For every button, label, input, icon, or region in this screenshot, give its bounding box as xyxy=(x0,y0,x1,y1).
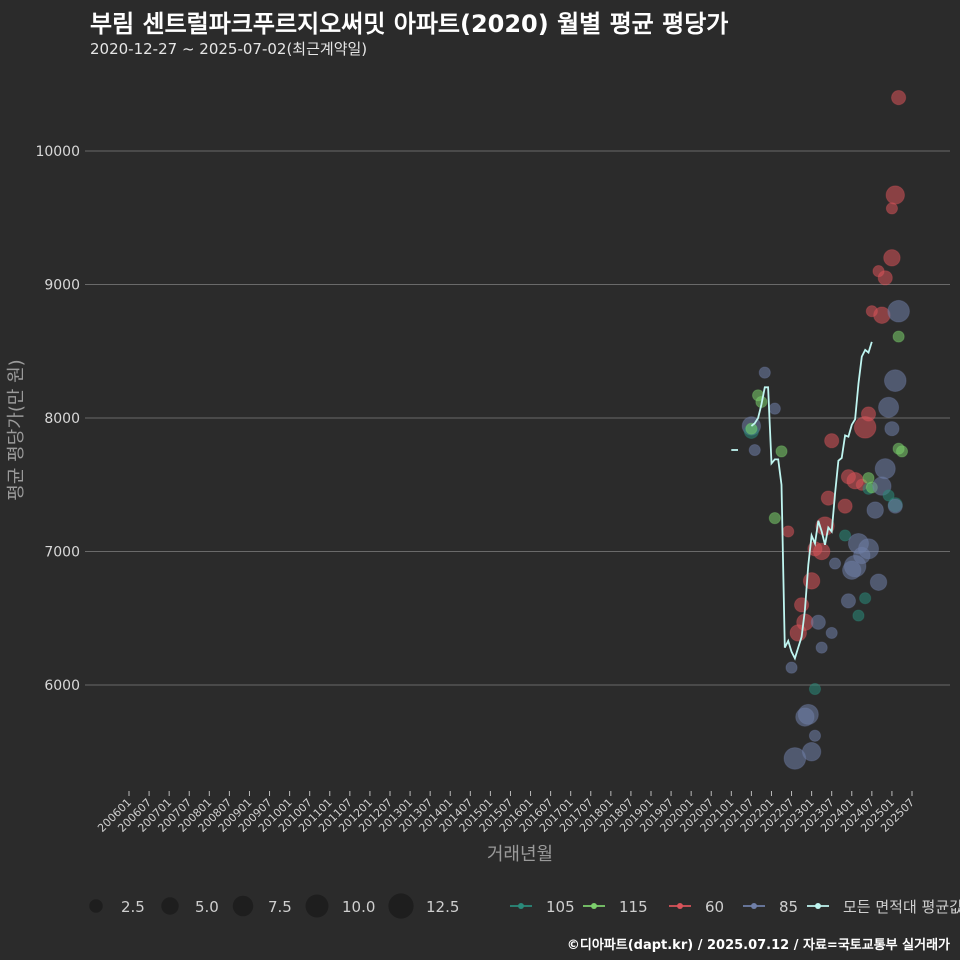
legend-series-label: 105 xyxy=(546,898,575,916)
data-point-85 xyxy=(748,443,761,457)
legend-key-dot xyxy=(677,903,683,909)
data-point-105 xyxy=(808,682,822,696)
data-point-85 xyxy=(869,573,888,591)
data-point-85 xyxy=(785,661,798,674)
legend-size-label: 12.5 xyxy=(426,898,459,916)
legend-key-dot xyxy=(751,903,757,909)
legend-series-label: 85 xyxy=(779,898,798,916)
average-line xyxy=(750,341,873,661)
data-point-85 xyxy=(810,614,826,630)
legend-size-label: 10.0 xyxy=(342,898,375,916)
data-point-85 xyxy=(808,729,822,742)
legend-size-circle xyxy=(161,897,179,915)
data-point-60 xyxy=(824,433,840,449)
data-point-115 xyxy=(892,330,905,343)
y-tick-label: 6000 xyxy=(44,678,80,694)
data-point-85 xyxy=(815,641,828,654)
data-point-85 xyxy=(874,458,896,480)
data-point-115 xyxy=(775,445,788,458)
data-point-60 xyxy=(885,185,905,205)
data-point-85 xyxy=(825,626,838,640)
gridlines xyxy=(85,150,950,686)
data-point-115 xyxy=(895,445,909,458)
legend-series-label: 60 xyxy=(705,898,724,916)
data-point-85 xyxy=(828,557,842,570)
data-point-85 xyxy=(866,501,884,519)
data-point-60 xyxy=(883,249,901,267)
legend-size-label: 7.5 xyxy=(268,898,292,916)
data-point-105 xyxy=(838,529,852,542)
data-point-85 xyxy=(797,703,819,725)
legend-size-label: 5.0 xyxy=(195,898,219,916)
data-point-60 xyxy=(812,542,831,561)
data-point-60 xyxy=(815,516,835,536)
data-point-60 xyxy=(782,525,795,538)
data-point-60 xyxy=(860,406,877,422)
legend-size-circle xyxy=(388,893,414,919)
data-point-85 xyxy=(878,396,900,418)
y-tick-label: 9000 xyxy=(44,278,80,294)
x-axis-ticks: 2006012006072007012007072008012008072009… xyxy=(95,791,917,835)
data-point-105 xyxy=(859,592,872,605)
legend-key-dot xyxy=(591,903,597,909)
data-point-60 xyxy=(877,270,893,286)
data-point-85 xyxy=(801,742,822,762)
data-point-85 xyxy=(768,402,781,415)
legend-size-circle xyxy=(89,899,103,913)
data-point-85 xyxy=(884,421,900,437)
source-caption: ©디아파트(dapt.kr) / 2025.07.12 / 자료=국토교통부 실… xyxy=(566,938,950,953)
legend-size-circle xyxy=(305,894,329,918)
legend-series-label: 모든 면적대 평균값 xyxy=(843,898,960,916)
data-point-85 xyxy=(883,369,907,392)
legend-key-dot xyxy=(815,903,821,909)
chart-subtitle: 2020-12-27 ~ 2025-07-02(최근계약일) xyxy=(90,40,368,58)
legend-size-label: 2.5 xyxy=(121,898,145,916)
data-point-105 xyxy=(852,609,865,622)
x-axis-label: 거래년월 xyxy=(487,844,553,865)
data-point-85 xyxy=(887,498,903,514)
y-axis-ticks: 6000 7000 8000 9000 10000 xyxy=(35,144,80,694)
data-point-85 xyxy=(887,299,910,323)
data-point-105 xyxy=(882,489,895,502)
data-point-115 xyxy=(745,422,758,435)
y-tick-label: 10000 xyxy=(35,144,80,160)
average-line-group xyxy=(731,341,873,661)
legend-series-label: 115 xyxy=(619,898,648,916)
y-tick-label: 8000 xyxy=(44,411,80,427)
data-point-60 xyxy=(837,498,853,514)
data-point-85 xyxy=(857,538,880,560)
legend-key-dot xyxy=(518,903,524,909)
scatter-points xyxy=(741,90,910,770)
legend: 2.5 5.0 7.5 10.0 12.5 105 115 60 85 모든 면적대 평균값 xyxy=(89,893,960,919)
y-axis-label: 평균 평당가(만 원) xyxy=(6,359,27,500)
data-point-115 xyxy=(768,512,781,525)
data-point-85 xyxy=(840,593,857,609)
y-tick-label: 7000 xyxy=(44,545,80,561)
data-point-85 xyxy=(758,366,771,379)
legend-size-circle xyxy=(232,895,254,917)
chart-title: 부림 센트럴파크푸르지오써밋 아파트(2020) 월별 평균 평당가 xyxy=(90,10,729,38)
data-point-60 xyxy=(891,90,907,106)
